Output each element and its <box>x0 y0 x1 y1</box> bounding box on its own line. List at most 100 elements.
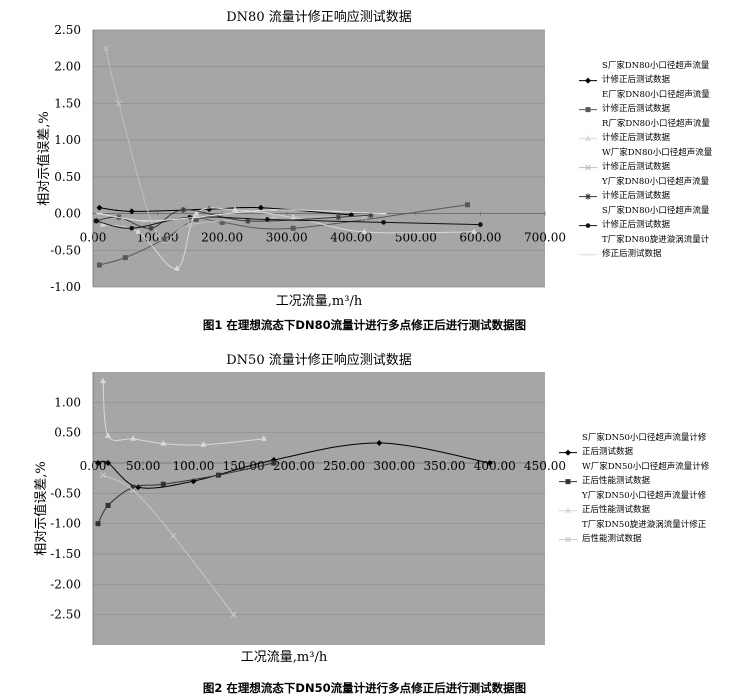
data-point <box>565 449 571 456</box>
data-point <box>129 225 135 231</box>
data-point <box>173 265 180 271</box>
chart-title: DN80 流量计修正响应测试数据 <box>226 9 411 25</box>
data-point <box>335 214 342 221</box>
data-point <box>219 219 225 225</box>
data-point <box>565 507 571 513</box>
data-point <box>585 107 591 113</box>
y-tick-label: 0.00 <box>54 207 81 221</box>
series-6 <box>93 214 483 231</box>
data-point <box>180 206 187 213</box>
x-tick-label: 600.00 <box>459 231 501 245</box>
y-tick-label: -2.00 <box>50 577 81 591</box>
plot-area <box>93 372 545 645</box>
y-tick-label: 2.00 <box>54 60 81 74</box>
y-tick-label: -1.00 <box>50 280 81 294</box>
data-point <box>160 481 166 487</box>
y-tick-label: 0.50 <box>54 170 81 184</box>
legend-label: 计修正后测试数据 <box>602 161 671 172</box>
y-tick-label: -0.50 <box>50 486 81 500</box>
data-point <box>265 217 270 222</box>
data-point <box>161 236 167 242</box>
data-point <box>367 212 374 219</box>
series-line <box>102 381 264 446</box>
data-point <box>186 221 193 228</box>
legend-label: 修正后测试数据 <box>602 248 662 259</box>
data-point <box>122 255 128 261</box>
legend-label: W厂家DN80小口径超声流量 <box>602 147 713 158</box>
data-point <box>95 521 101 527</box>
data-point <box>585 193 591 200</box>
figure-2-caption: 图2 在理想流态下DN50流量计进行多点修正后进行测试数据图 <box>202 681 527 695</box>
chart-title: DN50 流量计修正响应测试数据 <box>226 352 411 368</box>
data-point <box>565 479 571 485</box>
data-point <box>135 228 142 234</box>
data-point <box>565 536 571 543</box>
data-point <box>130 435 137 441</box>
x-axis-label: 工况流量,m³/h <box>241 650 328 665</box>
legend-label: 计修正后测试数据 <box>602 103 671 114</box>
series-3 <box>99 206 477 271</box>
legend-label: 正后性能测试数据 <box>582 504 651 515</box>
legend-label: 后性能测试数据 <box>582 533 642 544</box>
data-point <box>200 441 207 447</box>
y-axis-label: 相对示值误差,% <box>36 111 52 206</box>
data-point <box>232 206 239 212</box>
data-point <box>160 440 167 446</box>
data-point <box>270 456 277 463</box>
legend-label: S厂家DN80小口径超声流量 <box>602 60 710 71</box>
x-tick-label: 250.00 <box>323 459 365 473</box>
data-point <box>585 223 591 228</box>
legend-label: T厂家DN80旋进漩涡流量计 <box>602 234 710 245</box>
legend-label: W厂家DN50小口径超声流量计修 <box>582 461 710 472</box>
data-point <box>130 484 136 490</box>
y-tick-label: 0.50 <box>54 426 81 440</box>
data-point <box>271 460 277 466</box>
data-point <box>230 611 237 618</box>
figure-1-caption: 图1 在理想流态下DN80流量计进行多点修正后进行测试数据图 <box>202 318 527 332</box>
data-point <box>585 164 591 171</box>
data-point <box>93 218 99 224</box>
legend-label: S厂家DN50小口径超声流量计修 <box>582 432 707 443</box>
series-line <box>102 474 235 615</box>
data-point <box>115 100 122 107</box>
data-point <box>270 214 277 221</box>
x-tick-label: 350.00 <box>424 459 466 473</box>
data-point <box>486 460 493 466</box>
data-point <box>100 377 107 384</box>
series-2 <box>95 460 277 527</box>
y-tick-label: 1.00 <box>54 133 81 147</box>
legend-label: Y厂家DN80小口径超声流量 <box>601 176 710 187</box>
legend-label: E厂家DN80小口径超声流量 <box>602 89 710 100</box>
data-point <box>376 439 383 446</box>
y-tick-label: -0.50 <box>50 243 81 257</box>
data-point <box>170 532 177 539</box>
data-point <box>244 217 251 224</box>
legend-label: Y厂家DN50小口径超声流量计修 <box>581 490 707 501</box>
chart-figure-2: DN50 流量计修正响应测试数据 -2.50 -2.00 -1.50 -1.00 -0.5… <box>0 345 729 700</box>
data-point <box>257 204 264 211</box>
data-point <box>154 232 161 239</box>
x-tick-label: 300.00 <box>373 459 415 473</box>
data-point <box>96 204 103 211</box>
legend-label: 计修正后测试数据 <box>602 190 671 201</box>
data-point <box>95 460 102 466</box>
chart-2-svg: DN50 流量计修正响应测试数据 -2.50 -2.00 -1.50 -1.00 -0.5… <box>33 352 710 665</box>
data-point <box>99 221 106 227</box>
x-tick-label: 200.00 <box>273 459 315 473</box>
data-point <box>585 135 591 141</box>
series-4 <box>100 472 237 618</box>
legend-label: 计修正后测试数据 <box>602 219 671 230</box>
data-point <box>130 487 137 494</box>
x-tick-label: 100.00 <box>172 459 214 473</box>
plot-area <box>93 30 545 287</box>
data-point <box>381 220 386 225</box>
